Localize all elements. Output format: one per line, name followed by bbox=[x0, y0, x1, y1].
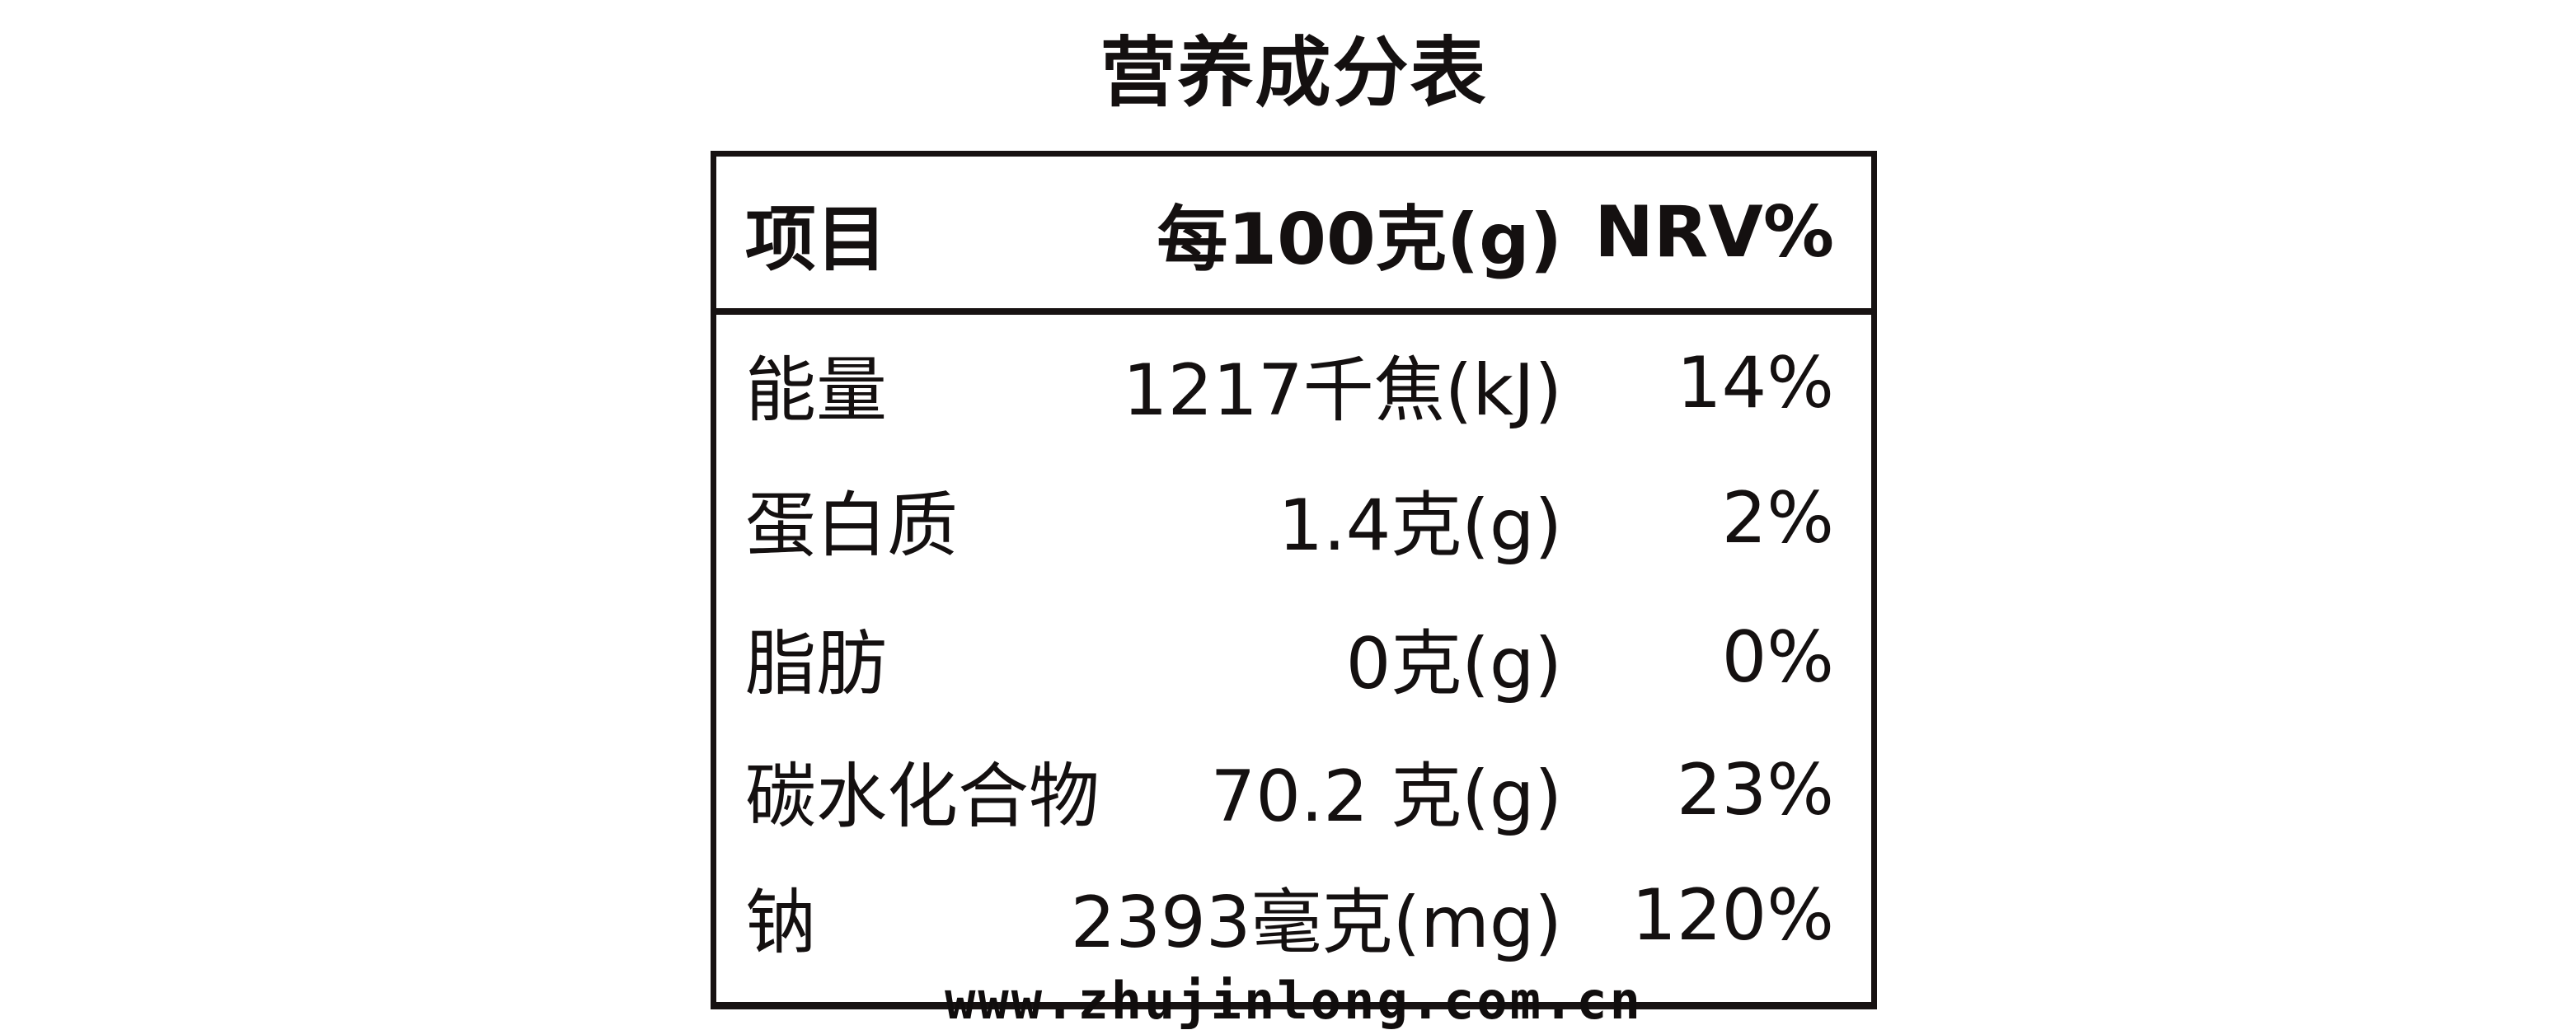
row-amount-value: 1.4克(g) bbox=[1278, 484, 1562, 567]
row-amount-value: 1217千焦(kJ) bbox=[1122, 349, 1562, 432]
table-row-fat: 脂肪 0克(g) 0% bbox=[716, 588, 1871, 726]
table-header-row: 项目 每100克(g) NRV% bbox=[716, 157, 1871, 315]
watermark-url: www.zhujinlong.com.cn bbox=[945, 971, 1643, 1030]
row-amount-value: 70.2 克(g) bbox=[1210, 756, 1562, 838]
row-nrv-value: 120% bbox=[1631, 874, 1834, 957]
row-item-label: 能量 bbox=[745, 349, 887, 432]
row-nrv-value: 0% bbox=[1721, 616, 1834, 699]
row-item-label: 蛋白质 bbox=[745, 484, 958, 567]
header-item-label: 项目 bbox=[745, 198, 887, 281]
table-row-sodium: 钠 2393毫克(mg) 120% bbox=[716, 854, 1871, 977]
table-body: 能量 1217千焦(kJ) 14% 蛋白质 1.4克(g) 2% 脂肪 0克(g… bbox=[716, 315, 1871, 1002]
header-per100g-label: 每100克(g) bbox=[1157, 198, 1562, 281]
page-title: 营养成分表 bbox=[1100, 29, 1488, 117]
row-amount-value: 0克(g) bbox=[1345, 623, 1562, 705]
row-nrv-value: 2% bbox=[1721, 477, 1834, 559]
row-item-label: 钠 bbox=[745, 881, 816, 964]
row-amount-value: 2393毫克(mg) bbox=[1070, 881, 1562, 964]
table-row-carbohydrate: 碳水化合物 70.2 克(g) 23% bbox=[716, 726, 1871, 854]
row-item-label: 脂肪 bbox=[745, 623, 887, 705]
header-nrv-label: NRV% bbox=[1594, 191, 1834, 274]
nutrition-table: 项目 每100克(g) NRV% 能量 1217千焦(kJ) 14% 蛋白质 1… bbox=[711, 151, 1877, 1009]
row-item-label: 碳水化合物 bbox=[745, 756, 1100, 838]
table-row-energy: 能量 1217千焦(kJ) 14% bbox=[716, 318, 1871, 448]
row-nrv-value: 23% bbox=[1676, 748, 1834, 831]
row-nrv-value: 14% bbox=[1676, 342, 1834, 424]
table-row-protein: 蛋白质 1.4克(g) 2% bbox=[716, 448, 1871, 588]
